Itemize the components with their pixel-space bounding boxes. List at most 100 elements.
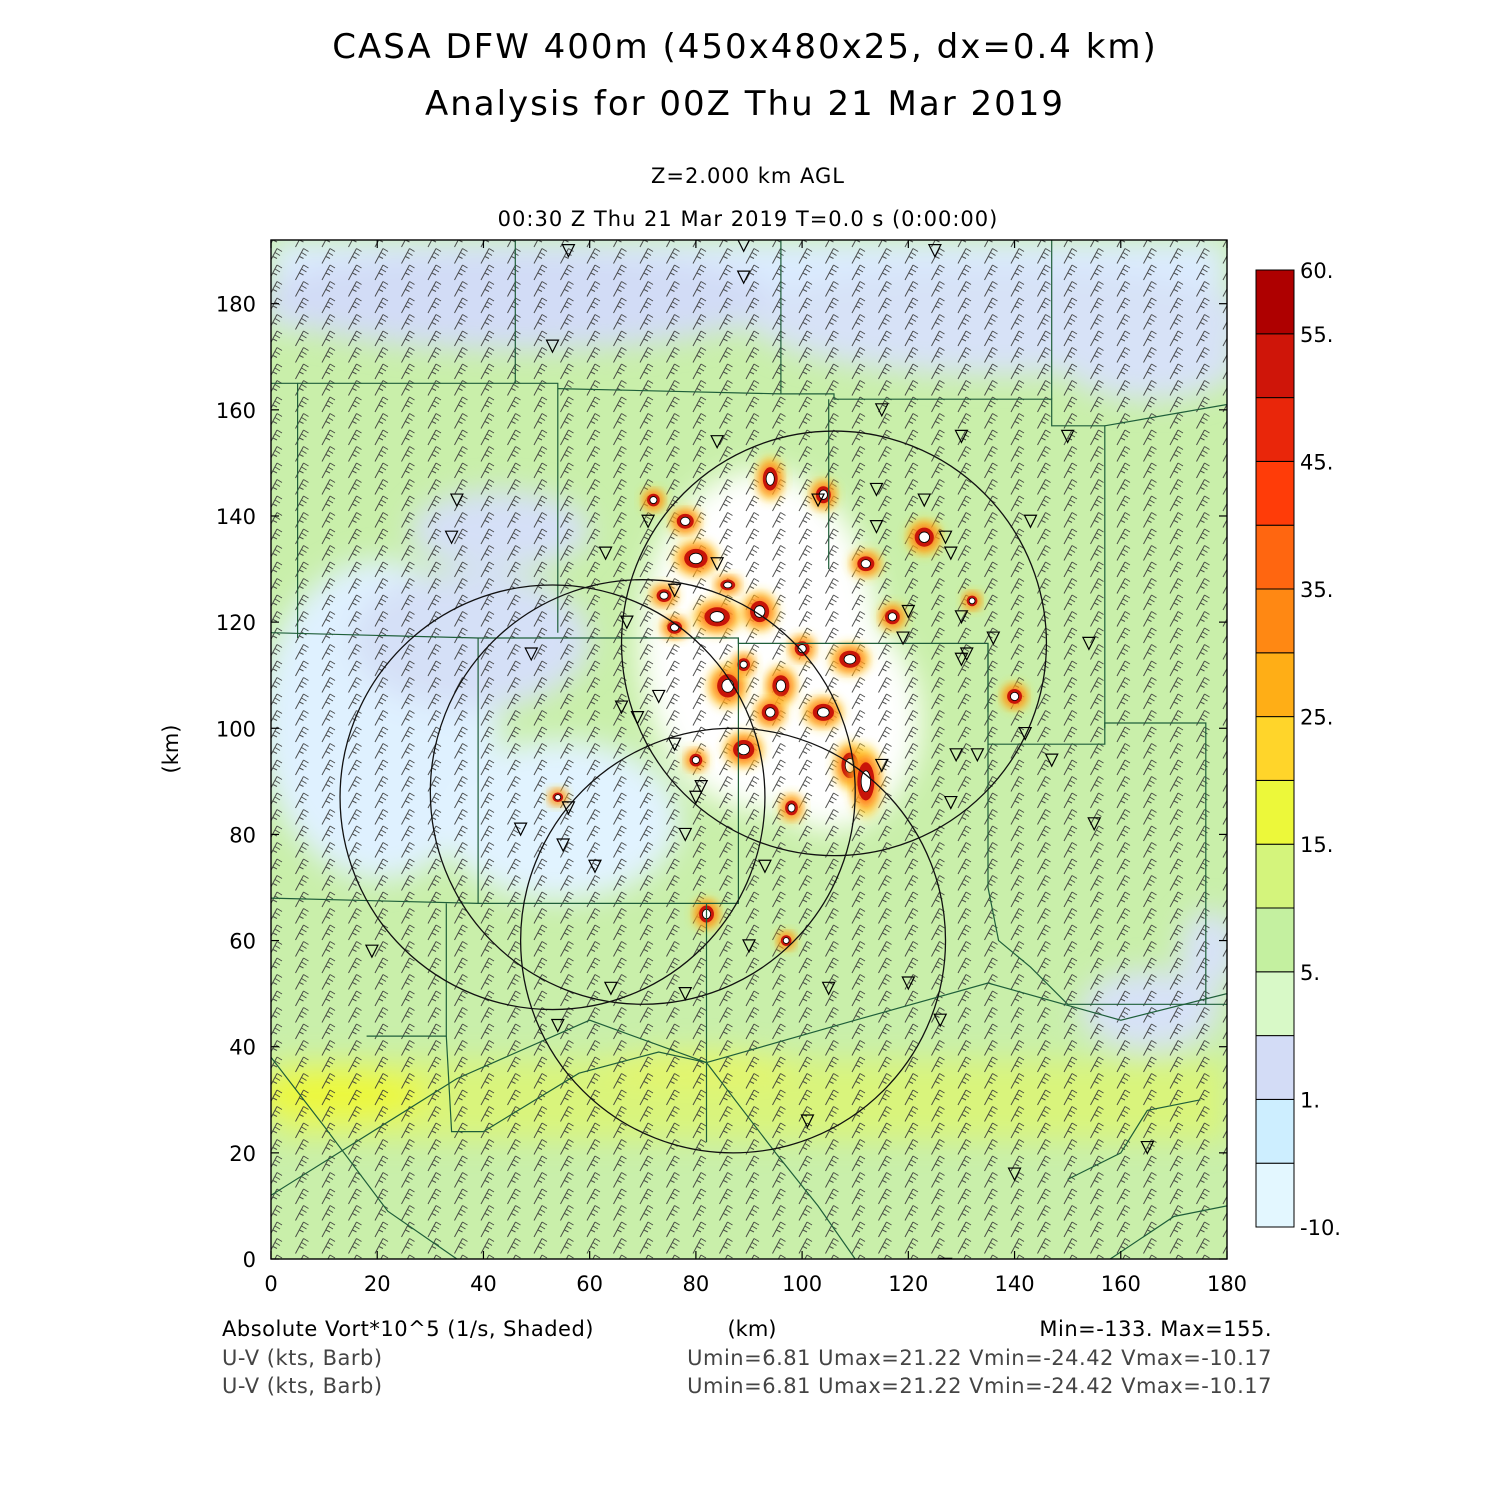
vorticity-cells (547, 456, 1029, 951)
radar-site-marker (821, 981, 836, 996)
cell-core (737, 743, 750, 756)
footer-barb-1: U-V (kts, Barb) (222, 1346, 383, 1370)
radar-site-marker (619, 615, 634, 630)
county-line (557, 388, 1106, 729)
colorbar-label: 25. (1300, 706, 1333, 730)
y-tick-label: 80 (229, 823, 256, 847)
radar-site-marker (917, 493, 932, 508)
vorticity-cell (779, 793, 804, 822)
title-line-2: Analysis for 00Z Thu 21 Mar 2019 (425, 84, 1065, 124)
cell-core (787, 803, 796, 813)
x-tick-label: 140 (995, 1272, 1035, 1296)
radar-site-marker (588, 859, 602, 874)
vorticity-cell (906, 519, 943, 556)
county-line (1067, 1099, 1201, 1180)
cell-core (860, 559, 871, 569)
cell-core (723, 581, 733, 589)
cell-core (968, 597, 976, 605)
y-tick-label: 40 (229, 1036, 256, 1060)
time-subtitle: 00:30 Z Thu 21 Mar 2019 T=0.0 s (0:00:00… (498, 207, 999, 231)
radar-site-marker (1087, 817, 1102, 832)
vorticity-cell (673, 540, 719, 577)
cell-core (765, 707, 776, 718)
radar-site-marker (811, 493, 826, 508)
y-tick-label: 140 (216, 505, 256, 529)
vorticity-cell (829, 643, 871, 676)
radar-site-marker (364, 944, 379, 959)
colorbar-swatch (1255, 652, 1295, 718)
vorticity-cell (1000, 682, 1029, 711)
radar-site-marker (688, 790, 703, 805)
county-line (1109, 1205, 1227, 1259)
county-line (1104, 403, 1227, 427)
vorticity-cell (723, 731, 764, 768)
radar-site-marker (1140, 1140, 1155, 1155)
colorbar-swatch (1255, 907, 1295, 973)
cell-core (765, 472, 775, 486)
radar-site-marker (651, 689, 666, 704)
vorticity-cell (878, 602, 907, 631)
radar-site-marker (954, 429, 969, 444)
vorticity-cell (803, 696, 844, 729)
radar-site-marker (598, 546, 613, 561)
x-tick-label: 120 (888, 1272, 928, 1296)
y-tick-label: 180 (216, 293, 256, 317)
radar-site-marker (667, 737, 682, 752)
cell-core (659, 591, 669, 600)
vorticity-cell (741, 591, 778, 632)
x-tick-label: 40 (470, 1272, 497, 1296)
y-tick-label: 120 (216, 611, 256, 635)
county-line (483, 1051, 707, 1133)
radar-site-marker (630, 711, 645, 725)
radar-site-marker (938, 530, 953, 545)
radar-site-marker (874, 758, 889, 773)
radar-site-marker (678, 987, 693, 1001)
radar-site-marker (556, 838, 571, 853)
x-tick-label: 80 (683, 1272, 710, 1296)
vorticity-cell (849, 549, 882, 578)
x-tick-label: 20 (364, 1272, 391, 1296)
radar-site-marker (869, 482, 884, 497)
radar-site-marker (933, 1013, 948, 1028)
radar-site-marker (986, 631, 1001, 646)
colorbar-swatch (1255, 269, 1295, 335)
cell-core (649, 496, 658, 504)
colorbar-swatch (1255, 333, 1295, 399)
radar-site-marker (550, 1018, 565, 1033)
radar-sites (364, 240, 1155, 1259)
county-line (271, 897, 479, 904)
vorticity-cell (756, 456, 785, 502)
x-axis: 0 20 40 60 80 100 120 140 160 180 (264, 240, 1247, 1296)
radar-site-marker (678, 827, 693, 842)
y-axis-label: (km) (159, 724, 183, 773)
colorbar-swatch (1255, 397, 1295, 462)
radar-site-marker (614, 700, 629, 715)
cell-core (1010, 691, 1020, 701)
cell-core (782, 937, 790, 944)
footer-field: Absolute Vort*10^5 (1/s, Shaded) (222, 1317, 594, 1341)
radar-site-marker (927, 244, 942, 258)
colorbar-swatch (1255, 1098, 1295, 1164)
colorbar-swatch (1255, 716, 1295, 781)
county-line (706, 982, 1227, 1064)
radar-site-marker (1023, 514, 1038, 529)
vorticity-cell (547, 788, 568, 807)
colorbar-swatch (1255, 779, 1295, 845)
cell-core (739, 660, 748, 669)
plot-frame (270, 239, 1228, 1260)
radar-range-ring (620, 430, 1048, 857)
colorbar-label: 60. (1300, 259, 1333, 283)
county-line (271, 1056, 458, 1259)
colorbar-label: 55. (1300, 323, 1333, 347)
radar-site-marker (742, 939, 756, 954)
radar-range-rings (339, 430, 1048, 1154)
colorbar-swatch (1255, 588, 1295, 654)
cell-core (709, 611, 725, 623)
vorticity-cell (683, 748, 708, 773)
vorticity-cell (660, 615, 689, 640)
radar-site-marker (901, 976, 916, 991)
vorticity-cell (961, 590, 983, 611)
radar-site-marker (896, 631, 910, 646)
vorticity-cell (787, 634, 817, 663)
